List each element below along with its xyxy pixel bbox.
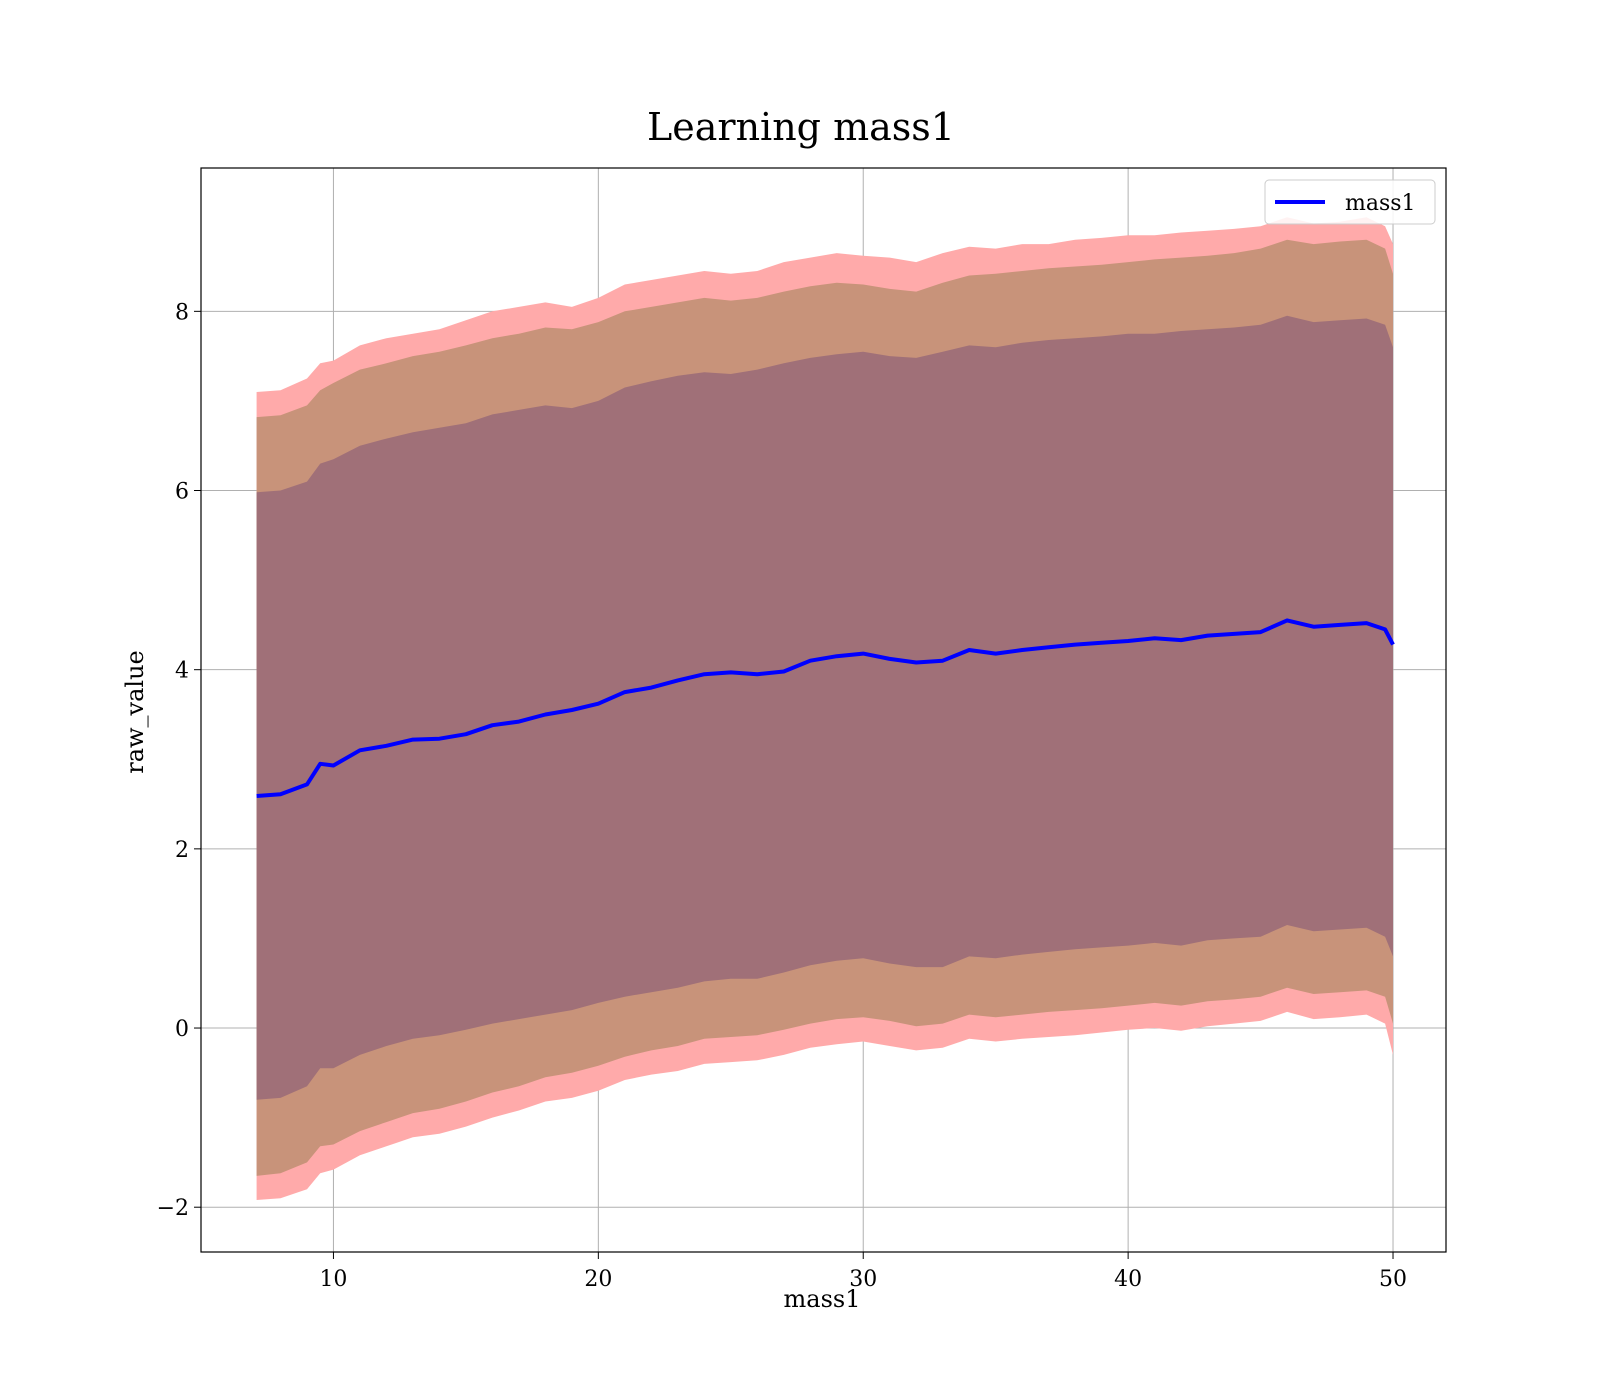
inner-band [256,315,1394,1100]
y-axis-label: raw_value [121,650,149,774]
x-axis-ticks: 10 20 30 40 50 [319,1252,1407,1292]
legend: mass1 [1264,179,1436,225]
series-lines [256,618,1395,798]
y-tick-label: 4 [175,659,189,684]
series-line-mass1 [256,618,1395,798]
chart-title: Learning mass1 [647,105,955,149]
y-axis-ticks: −2 0 2 4 6 8 [157,300,201,1221]
y-tick-label: −2 [157,1196,189,1221]
y-tick-label: 8 [175,300,189,325]
x-tick-label: 30 [849,1267,877,1292]
y-tick-label: 0 [175,1017,189,1042]
x-axis-label: mass1 [784,1285,861,1313]
confidence-bands [256,217,1394,1201]
plot-frame [200,167,1447,1253]
x-tick-label: 40 [1114,1267,1142,1292]
x-tick-label: 10 [319,1267,347,1292]
legend-label-mass1: mass1 [1345,191,1416,216]
x-tick-label: 50 [1379,1267,1407,1292]
y-tick-label: 6 [175,480,189,505]
x-tick-label: 20 [584,1267,612,1292]
legend-box [1264,179,1436,225]
y-tick-label: 2 [175,838,189,863]
